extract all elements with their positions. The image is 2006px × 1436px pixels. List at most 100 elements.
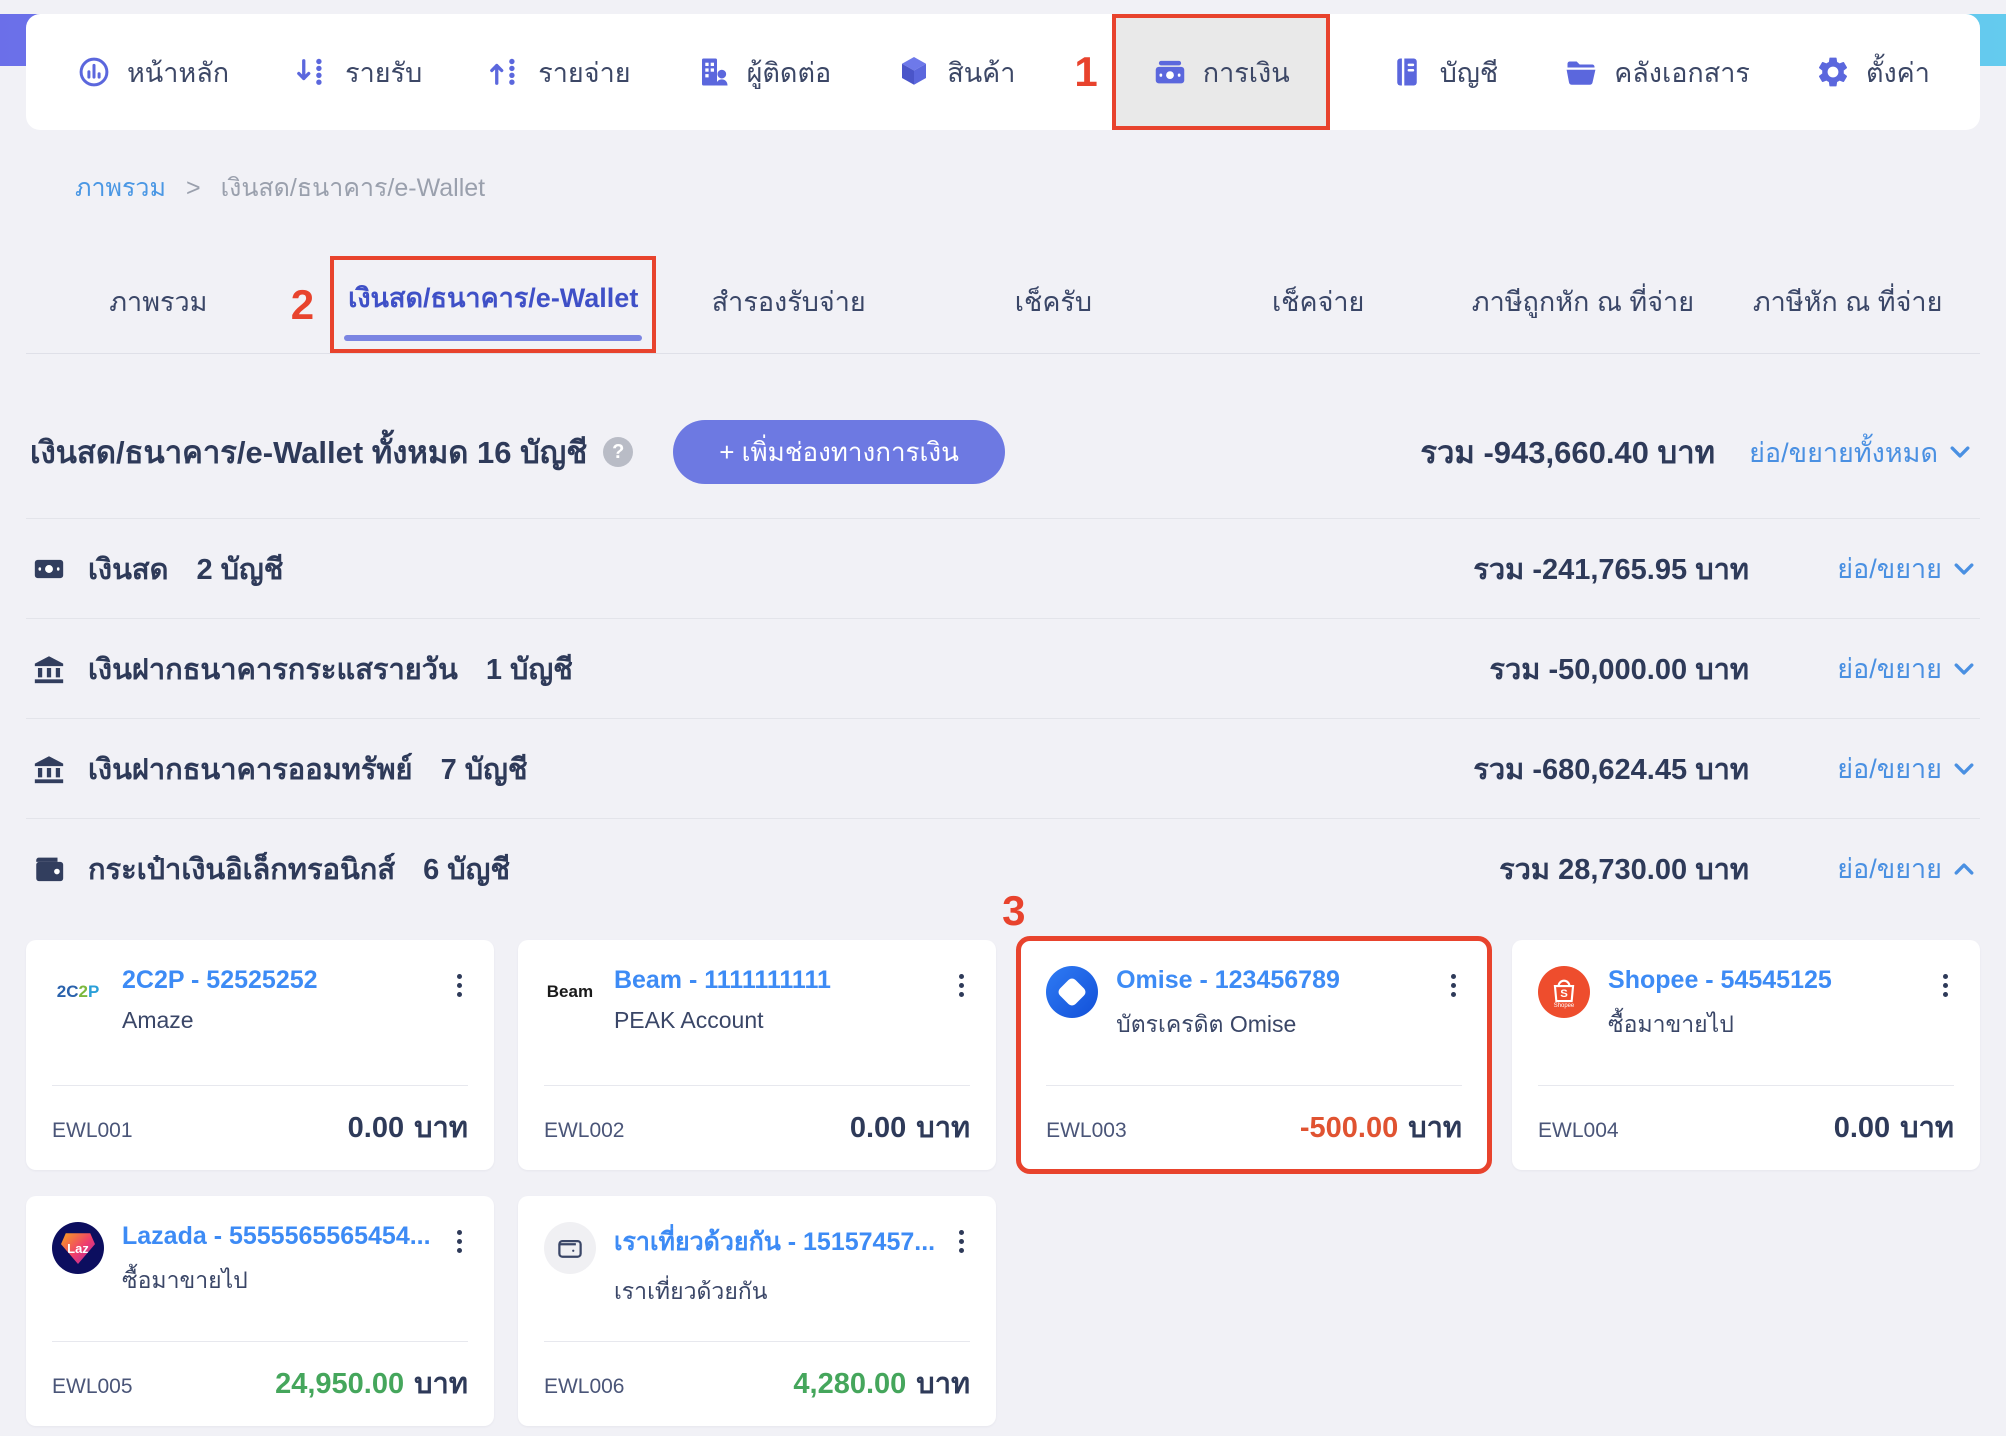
lazada-logo: Laz [52, 1222, 104, 1274]
bank-icon [34, 655, 64, 683]
category-count: 1 บัญชี [485, 653, 573, 686]
finance-icon [1155, 60, 1185, 84]
account-link[interactable]: เราเที่ยวด้วยกัน - 15157457... [613, 1228, 936, 1256]
category-total: รวม 28,730.00 บาท [1499, 853, 1749, 886]
nav-label: สินค้า [947, 57, 1016, 88]
annotation-step-1: 1 [1074, 48, 1098, 95]
account-code: EWL005 [52, 1375, 133, 1398]
account-balance: 0.00 [1833, 1112, 1891, 1144]
add-payment-channel-button[interactable]: + เพิ่มช่องทางการเงิน [673, 420, 1005, 484]
tab-reserve[interactable]: สำรองรับจ่าย [711, 287, 866, 317]
toggle-collapse-link[interactable]: ย่อ/ขยาย [1749, 847, 1974, 890]
account-code: EWL004 [1538, 1119, 1619, 1142]
contacts-icon [701, 58, 728, 86]
toggle-expand-link[interactable]: ย่อ/ขยาย [1749, 747, 1974, 790]
shopee-logo: S Shopee [1538, 966, 1591, 1018]
account-balance-positive: 4,280.00 [793, 1368, 907, 1400]
products-icon [902, 57, 927, 85]
toggle-expand-link[interactable]: ย่อ/ขยาย [1749, 547, 1974, 590]
chevron-down-icon [1950, 446, 1970, 458]
wallet-card-rao-tiew-duay-kan: เราเที่ยวด้วยกัน - 15157457... เราเที่ยว… [517, 1196, 997, 1426]
summary-total-group: รวม -943,660.40 บาท ย่อ/ขยายทั้งหมด [1420, 427, 1970, 477]
nav-label: บัญชี [1439, 57, 1499, 88]
nav-item-finance[interactable]: การเงิน [1111, 14, 1330, 130]
finance-tabs: ภาพรวม เงินสด/ธนาคาร/e-Wallet 2 สำรองรับ… [26, 256, 1980, 354]
wallet-card-lazada: Laz Lazada - 5555565565454... ซื้อมาขายไ… [26, 1196, 494, 1426]
category-total: รวม -50,000.00 บาท [1489, 653, 1749, 686]
tab-overview[interactable]: ภาพรวม [109, 287, 208, 317]
account-link[interactable]: Lazada - 5555565565454... [122, 1222, 431, 1250]
breadcrumb-link-overview[interactable]: ภาพรวม [75, 174, 166, 202]
grand-total-amount: -943,660.40 [1483, 435, 1649, 470]
tab-cheque-paid[interactable]: เช็คจ่าย [1271, 287, 1365, 317]
kebab-menu-icon[interactable] [451, 966, 468, 1005]
wallet-card-omise: 3 Omise - 123456789 บัตรเครดิต Omise EWL… [1002, 890, 1493, 1174]
nav-item-home[interactable]: หน้าหลัก [70, 14, 235, 130]
expand-all-link[interactable]: ย่อ/ขยายทั้งหมด [1749, 431, 1970, 474]
nav-item-expense[interactable]: รายจ่าย [481, 14, 636, 130]
nav-item-contacts[interactable]: ผู้ติดต่อ [690, 14, 838, 130]
bank-icon [34, 755, 64, 783]
svg-text:S: S [1560, 988, 1568, 1000]
settings-icon [1818, 57, 1847, 87]
nav-item-products[interactable]: สินค้า [890, 14, 1021, 130]
category-row-cash: เงินสด 2 บัญชี รวม -241,765.95 บาท ย่อ/ข… [26, 518, 1980, 618]
account-code: EWL001 [52, 1119, 133, 1142]
help-icon[interactable]: ? [603, 437, 634, 467]
nav-item-settings[interactable]: ตั้งค่า [1809, 14, 1936, 130]
kebab-menu-icon[interactable] [953, 966, 970, 1005]
wallet-outline-icon [543, 1222, 596, 1274]
tab-tax-withheld[interactable]: ภาษีถูกหัก ณ ที่จ่าย [1471, 287, 1695, 317]
account-balance-positive: 24,950.00 [275, 1368, 405, 1400]
nav-label: รายจ่าย [538, 57, 631, 88]
chevron-down-icon [1954, 762, 1974, 775]
kebab-menu-icon[interactable] [1937, 966, 1954, 1005]
wallet-card-beam: Beam Beam - 1111111111 PEAK Account EWL0… [517, 940, 997, 1170]
nav-label: ตั้งค่า [1865, 57, 1930, 88]
kebab-menu-icon[interactable] [953, 1222, 970, 1261]
account-description: ซื้อมาขายไป [1608, 1011, 1734, 1037]
account-balance: 0.00 [347, 1112, 405, 1144]
account-description: บัตรเครดิต Omise [1116, 1011, 1297, 1037]
nav-item-ledger[interactable]: บัญชี [1383, 14, 1504, 130]
account-balance-negative: -500.00 [1299, 1112, 1399, 1144]
tab-cash-bank-ewallet[interactable]: เงินสด/ธนาคาร/e-Wallet 2 [291, 256, 657, 353]
chevron-up-icon [1954, 862, 1974, 875]
toggle-expand-link[interactable]: ย่อ/ขยาย [1749, 647, 1974, 690]
nav-finance-group: 1 การเงิน [1074, 14, 1330, 130]
account-link[interactable]: 2C2P - 52525252 [122, 966, 318, 994]
ledger-icon [1396, 58, 1417, 86]
category-count: 2 บัญชี [196, 553, 284, 586]
svg-text:Shopee: Shopee [1554, 1003, 1575, 1009]
breadcrumb-current: เงินสด/ธนาคาร/e-Wallet [220, 174, 486, 202]
account-link[interactable]: Shopee - 54545125 [1608, 966, 1832, 994]
documents-icon [1566, 61, 1596, 85]
kebab-menu-icon[interactable] [451, 1222, 468, 1261]
grand-total: รวม -943,660.40 บาท [1420, 435, 1716, 470]
chevron-down-icon [1954, 562, 1974, 575]
nav-label: หน้าหลัก [127, 57, 230, 88]
nav-label: คลังเอกสาร [1614, 57, 1750, 88]
tab-cheque-received[interactable]: เช็ครับ [1014, 287, 1093, 317]
page-title: เงินสด/ธนาคาร/e-Wallet ทั้งหมด 16 บัญชี [30, 435, 588, 470]
account-category-list: เงินสด 2 บัญชี รวม -241,765.95 บาท ย่อ/ข… [26, 518, 1980, 918]
nav-item-documents[interactable]: คลังเอกสาร [1557, 14, 1756, 130]
kebab-menu-icon[interactable] [1445, 966, 1462, 1005]
category-count: 7 บัญชี [440, 753, 528, 786]
nav-label: การเงิน [1202, 57, 1290, 88]
tab-tax-withholding[interactable]: ภาษีหัก ณ ที่จ่าย [1752, 287, 1943, 317]
nav-item-income[interactable]: รายรับ [288, 14, 428, 130]
account-description: เราเที่ยวด้วยกัน [613, 1278, 768, 1304]
account-link[interactable]: Omise - 123456789 [1116, 966, 1340, 994]
account-description: ซื้อมาขายไป [122, 1267, 248, 1293]
category-name: เงินฝากธนาคารออมทรัพย์ [88, 753, 413, 786]
beam-logo: Beam [543, 966, 596, 1018]
chevron-down-icon [1954, 662, 1974, 675]
cash-icon [34, 559, 64, 578]
category-count: 6 บัญชี [423, 853, 511, 886]
account-link[interactable]: Beam - 1111111111 [613, 966, 831, 994]
main-navbar: หน้าหลัก รายรับ รายจ่าย ผู้ติดต่อ สินค้า… [26, 14, 1980, 130]
account-code: EWL006 [543, 1375, 625, 1398]
